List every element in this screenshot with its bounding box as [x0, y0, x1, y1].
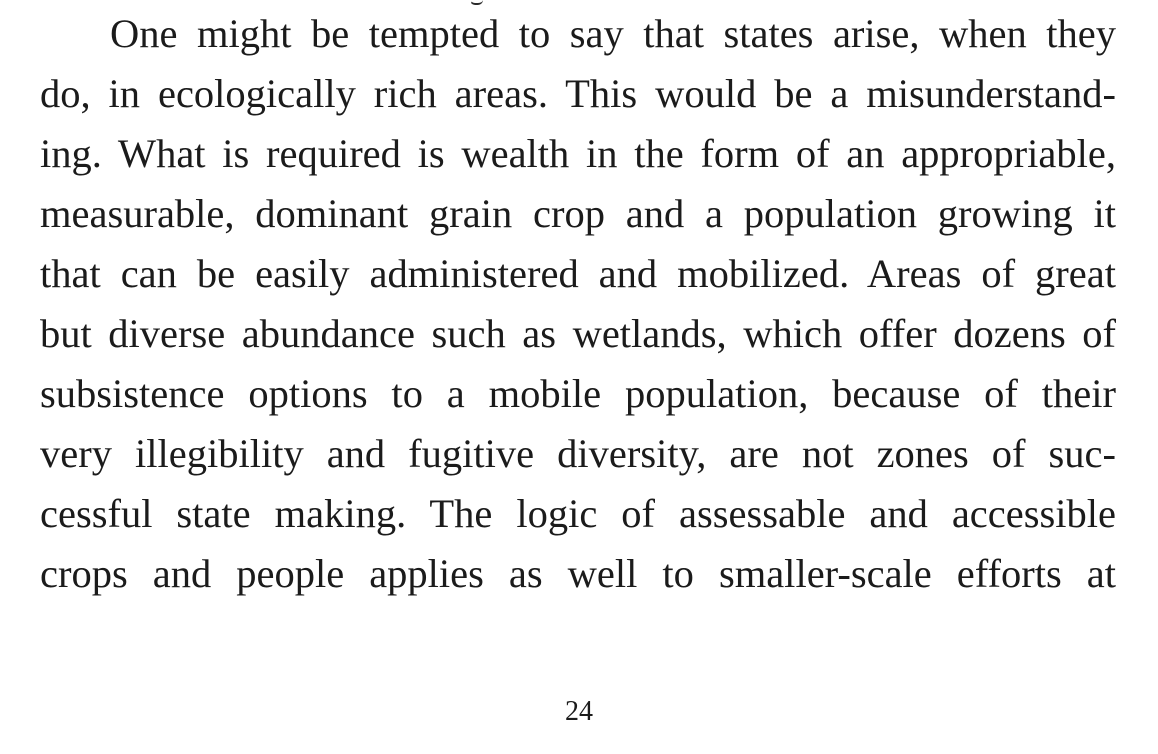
clipped-glyph-fragment: [470, 0, 483, 5]
paragraph-line: crops and people applies as well to smal…: [40, 551, 1116, 596]
paragraph-line: ing. What is required is wealth in the f…: [40, 131, 1116, 176]
paragraph-line: One might be tempted to say that states …: [110, 11, 1116, 56]
paragraph-line: cessful state making. The logic of asses…: [40, 491, 1116, 536]
paragraph-line: measurable, dominant grain crop and a po…: [40, 191, 1116, 236]
paragraph-line: that can be easily administered and mobi…: [40, 251, 1116, 296]
paragraph-line: but diverse abundance such as wetlands, …: [40, 311, 1116, 356]
body-paragraph: One might be tempted to say that states …: [40, 4, 1116, 604]
paragraph-line: very illegibility and fugitive diversity…: [40, 431, 1116, 476]
paragraph-line: subsistence options to a mobile populati…: [40, 371, 1116, 416]
paragraph-line: do, in ecologically rich areas. This wou…: [40, 71, 1116, 116]
page-number: 24: [565, 696, 593, 727]
